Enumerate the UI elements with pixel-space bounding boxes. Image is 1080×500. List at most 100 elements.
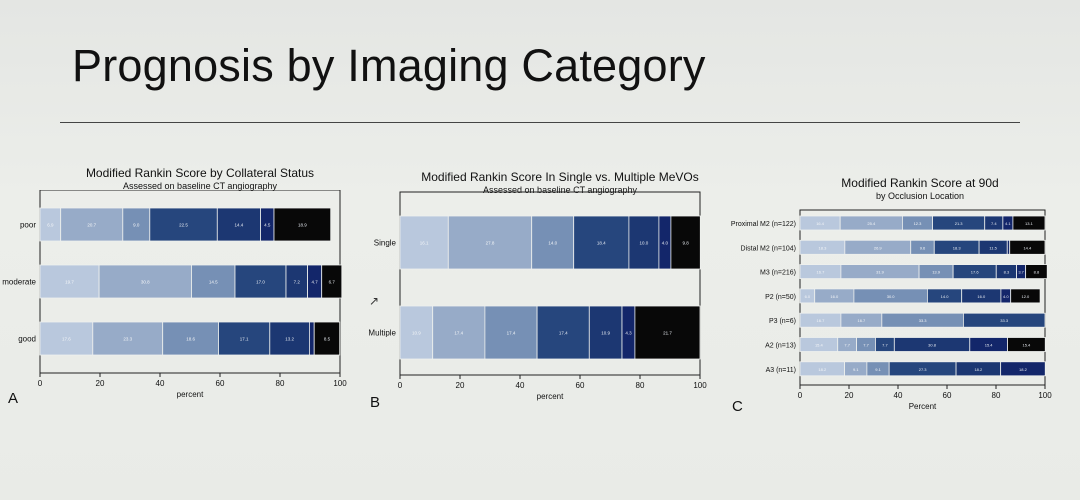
data-label: 18.2 xyxy=(1019,367,1028,372)
category-label: Proximal M2 (n=122) xyxy=(731,221,796,228)
data-label: 33.3 xyxy=(1000,318,1009,323)
bar-segment xyxy=(432,305,486,360)
data-label: 30.8 xyxy=(928,343,937,348)
chart-b: 16.1 27.8 14.0 18.4 10.0 4.0 9.8 Single 10.9 17.4… xyxy=(368,191,707,401)
data-label: 7.7 xyxy=(844,343,850,348)
data-label: 33.3 xyxy=(919,318,928,323)
bar-segment xyxy=(39,321,94,356)
bar-segment xyxy=(963,312,1046,328)
bar-segment xyxy=(399,215,449,270)
data-label: 13.1 xyxy=(1025,221,1034,226)
panel-b-title: Modified Rankin Score In Single vs. Mult… xyxy=(421,170,699,184)
category-label: poor xyxy=(20,221,36,230)
bar-segment xyxy=(670,215,701,270)
data-label: 18.3 xyxy=(819,245,828,250)
mouse-cursor-icon: ↗ xyxy=(369,294,380,308)
bar-segment xyxy=(216,207,261,242)
data-label: 11.5 xyxy=(989,245,997,250)
bar-segment xyxy=(98,264,192,299)
data-label: 17.6 xyxy=(62,337,71,342)
data-label: 3.7 xyxy=(1018,270,1024,275)
panel-b-subtitle: Assessed on baseline CT angiography xyxy=(483,185,637,195)
data-label: 14.0 xyxy=(548,241,557,246)
x-tick-label: 40 xyxy=(516,381,525,390)
data-label: 20.7 xyxy=(87,223,96,228)
bar-segment xyxy=(308,321,315,356)
panel-a-letter: A xyxy=(8,390,19,407)
data-label: 9.1 xyxy=(853,367,859,372)
data-label: 6.9 xyxy=(47,223,54,228)
bar-segment xyxy=(162,321,219,356)
slide-title: Prognosis by Imaging Category xyxy=(72,40,706,91)
data-label: 8.5 xyxy=(324,337,331,342)
data-label: 8.8 xyxy=(1034,270,1040,275)
bar-segment xyxy=(1007,337,1046,352)
category-label: P2 (n=50) xyxy=(765,294,796,301)
data-label: 14.0 xyxy=(941,294,950,299)
bar-segment xyxy=(573,215,630,270)
category-label: moderate xyxy=(2,278,36,287)
data-label: 31.9 xyxy=(876,270,885,275)
bar-segment xyxy=(191,264,236,299)
bar-segment xyxy=(273,207,332,242)
data-label: 30.0 xyxy=(887,294,896,299)
category-label: P3 (n=6) xyxy=(769,318,796,325)
data-label: 7.7 xyxy=(882,343,888,348)
data-label: 16.7 xyxy=(857,318,866,323)
x-tick-label: 20 xyxy=(456,381,465,390)
category-label: Single xyxy=(374,239,397,248)
x-tick-label: 60 xyxy=(576,381,585,390)
data-label: 4.1 xyxy=(1005,221,1011,226)
panel-b-letter: B xyxy=(370,394,381,411)
data-label: 21.3 xyxy=(955,221,964,226)
bar-segment xyxy=(1012,215,1046,231)
bar-segment xyxy=(447,215,533,270)
data-label: 18.2 xyxy=(974,367,983,372)
x-tick-label: 40 xyxy=(156,379,165,388)
data-label: 12.3 xyxy=(914,221,923,226)
bar-segment xyxy=(313,321,341,356)
data-label: 16.7 xyxy=(817,318,826,323)
data-label: 9.6 xyxy=(920,245,926,250)
data-label: 9.0 xyxy=(133,223,140,228)
category-label: A2 (n=13) xyxy=(765,343,796,350)
data-label: 7.4 xyxy=(991,221,997,226)
panel-c-subtitle: by Occlusion Location xyxy=(875,191,965,201)
category-label: Multiple xyxy=(368,329,396,338)
x-tick-label: 40 xyxy=(894,391,903,400)
x-tick-label: 80 xyxy=(992,391,1001,400)
data-label: 25.4 xyxy=(867,221,876,226)
data-label: 18.6 xyxy=(186,337,195,342)
data-label: 6.0 xyxy=(805,294,811,299)
bar-segment xyxy=(92,321,164,356)
data-label: 8.3 xyxy=(1004,270,1010,275)
panel-a-subtitle: Assessed on baseline CT angiography xyxy=(123,181,277,191)
x-axis-label: Percent xyxy=(909,402,937,411)
data-label: 14.5 xyxy=(209,280,218,285)
data-label: 18.2 xyxy=(818,367,827,372)
data-label: 17.4 xyxy=(559,331,568,336)
x-tick-label: 60 xyxy=(943,391,952,400)
data-label: 7.2 xyxy=(294,280,301,285)
bar-segment xyxy=(269,321,310,356)
x-tick-label: 20 xyxy=(96,379,105,388)
data-label: 15.4 xyxy=(815,343,824,348)
x-tick-label: 0 xyxy=(38,379,43,388)
data-label: 16.0 xyxy=(977,294,986,299)
data-label: 18.4 xyxy=(597,241,606,246)
x-tick-label: 0 xyxy=(798,391,803,400)
data-label: 14.4 xyxy=(235,223,244,228)
panel-c-title: Modified Rankin Score at 90d xyxy=(841,176,999,190)
x-tick-label: 80 xyxy=(276,379,285,388)
data-label: 10.9 xyxy=(601,331,610,336)
data-label: 17.4 xyxy=(454,331,463,336)
data-label: 4.3 xyxy=(625,331,632,336)
data-label: 16.1 xyxy=(420,241,429,246)
data-label: 12.0 xyxy=(1022,294,1031,299)
x-axis-label: percent xyxy=(537,392,564,401)
bar-segment xyxy=(234,264,287,299)
panel-b-title-block: Modified Rankin Score In Single vs. Mult… xyxy=(395,170,725,195)
data-label: 30.8 xyxy=(141,280,150,285)
panel-c-letter: C xyxy=(732,398,743,415)
data-label: 23.3 xyxy=(123,337,132,342)
